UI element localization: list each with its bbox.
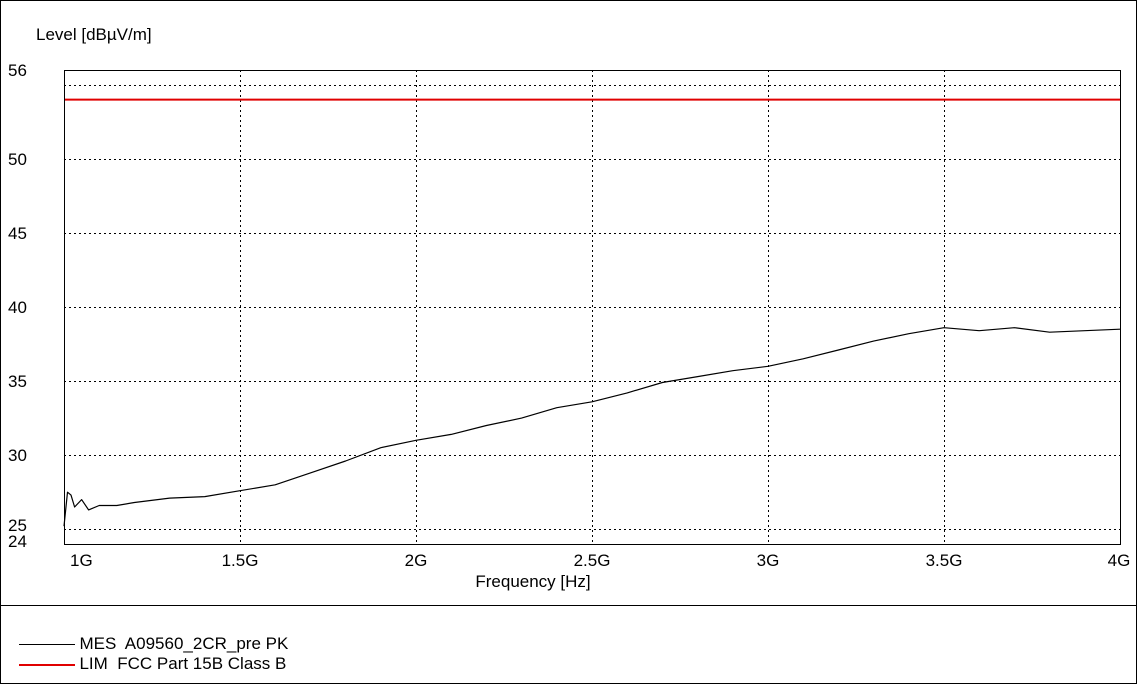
x-tick-label: 2G xyxy=(405,551,428,570)
grid xyxy=(64,70,1120,544)
measurement-line-swatch xyxy=(19,644,76,646)
legend-label-measurement: MES A09560_2CR_pre PK xyxy=(79,634,289,653)
y-tick-label: 24 xyxy=(8,532,27,551)
x-tick-label: 3.5G xyxy=(926,551,963,570)
series-layer xyxy=(63,98,1121,527)
measurement-series-line xyxy=(63,327,1121,527)
plot-area-border xyxy=(64,70,1121,545)
y-tick-label: 40 xyxy=(8,298,27,317)
y-tick-label: 35 xyxy=(8,372,27,391)
x-tick-label: 2.5G xyxy=(574,551,611,570)
legend-label-limit: LIM FCC Part 15B Class B xyxy=(79,654,287,673)
x-axis-label: Frequency [Hz] xyxy=(475,572,590,591)
x-tick-label: 1G xyxy=(70,551,93,570)
y-tick-label: 25 xyxy=(8,516,27,535)
x-tick-label: 1.5G xyxy=(222,551,259,570)
legend-entry-limit: LIM FCC Part 15B Class B xyxy=(10,634,286,674)
y-tick-label: 50 xyxy=(8,150,27,169)
y-tick-label: 45 xyxy=(8,224,27,243)
legend-entry-measurement: MES A09560_2CR_pre PK xyxy=(10,614,288,654)
x-tick-label: 3G xyxy=(757,551,780,570)
y-tick-label: 30 xyxy=(8,446,27,465)
limit-line-swatch xyxy=(19,663,76,666)
y-axis-label: Level [dBµV/m] xyxy=(36,25,152,44)
x-tick-label: 4G xyxy=(1108,551,1131,570)
y-tick-label: 56 xyxy=(8,61,27,80)
